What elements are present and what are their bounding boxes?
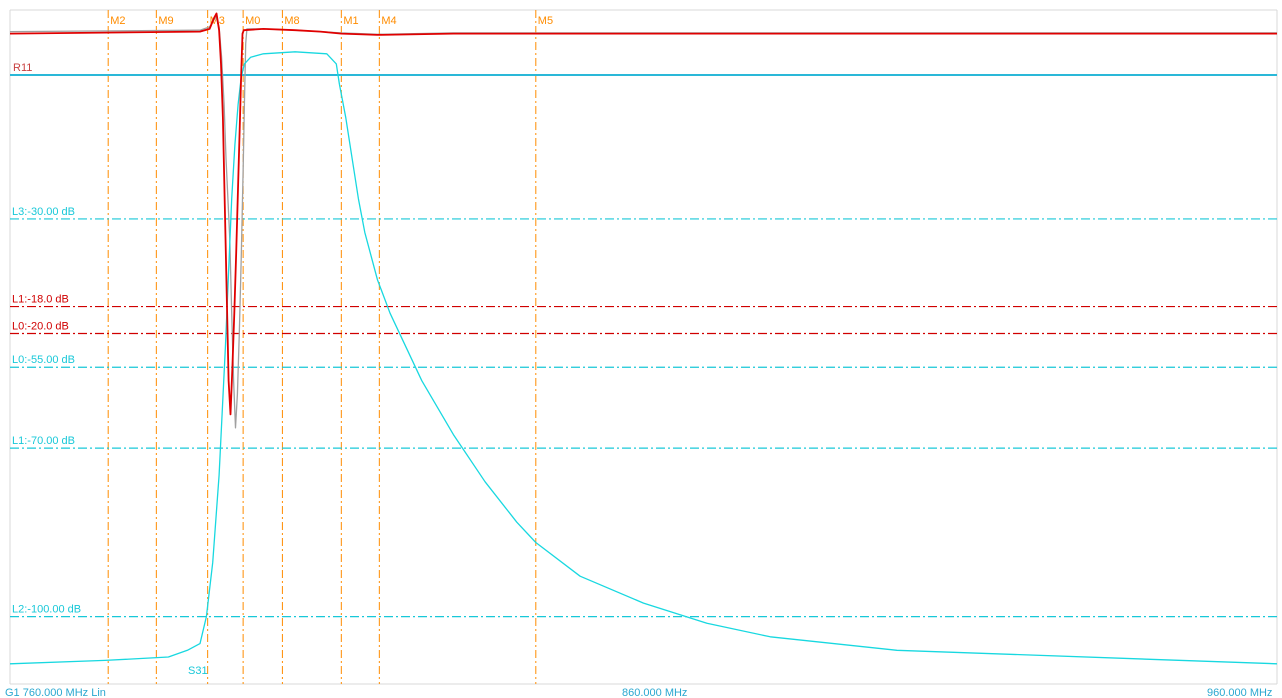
x-axis-end-label: 960.000 MHz [1207, 687, 1272, 698]
x-axis-start-label: G1 760.000 MHz Lin [5, 687, 106, 698]
trace-s21 [9, 51, 1278, 665]
limit-label: L3:-30.00 dB [12, 206, 75, 218]
x-axis-center-label: 860.000 MHz [622, 687, 687, 698]
trace-label-r11: R11 [13, 62, 32, 74]
trace-s11 [9, 12, 1277, 416]
marker-label: M1 [343, 15, 358, 27]
marker-label: M2 [110, 15, 125, 27]
marker-label: M0 [245, 15, 260, 27]
limit-label: L1:-70.00 dB [12, 435, 75, 447]
limit-label: L1:-18.0 dB [12, 294, 69, 306]
limit-label: L2:-100.00 dB [12, 604, 81, 616]
limit-lines: L3:-30.00 dB L1:-18.0 dB L0:-20.0 dB L0:-55… [10, 206, 1277, 618]
traces [9, 12, 1278, 665]
trace-label-s31: S31 [188, 665, 208, 677]
marker-label: M8 [284, 15, 299, 27]
marker-label: M4 [381, 15, 396, 27]
limit-label: L0:-55.00 dB [12, 354, 75, 366]
marker-label: M9 [158, 15, 173, 27]
limit-label: L0:-20.0 dB [12, 321, 69, 333]
marker-label: M5 [538, 15, 553, 27]
